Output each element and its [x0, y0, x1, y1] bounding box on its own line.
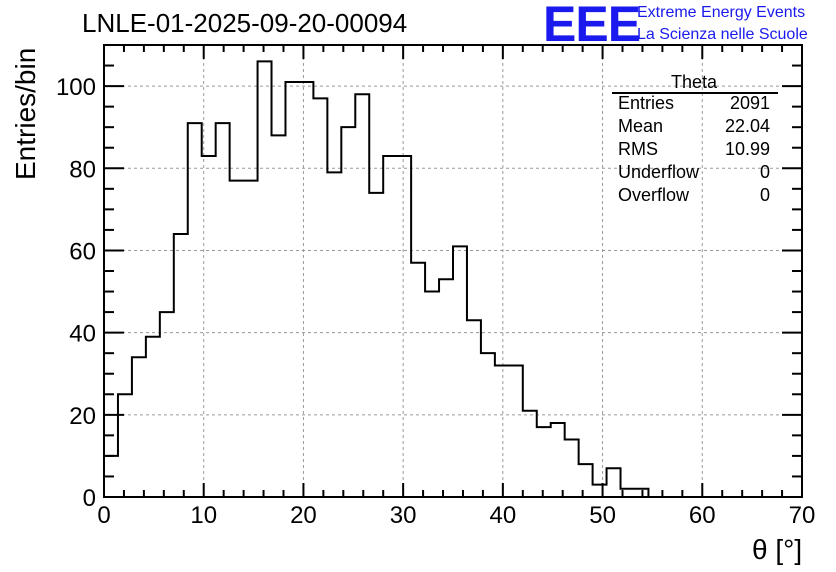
x-tick-label: 10 [190, 502, 217, 529]
y-tick-label: 60 [69, 238, 96, 265]
stat-value: 0 [759, 162, 770, 182]
y-axis-label: Entries/bin [10, 47, 41, 180]
x-tick-label: 60 [689, 502, 716, 529]
x-tick-label: 50 [589, 502, 616, 529]
x-tick-label: 30 [390, 502, 417, 529]
y-tick-label: 40 [69, 321, 96, 348]
tick-labels: 0 10 20 30 40 50 60 70 0 20 40 60 80 100 [56, 74, 815, 529]
chart-title: LNLE-01-2025-09-20-00094 [82, 8, 408, 38]
stat-label: Underflow [618, 162, 700, 182]
x-tick-label: 20 [290, 502, 317, 529]
stat-label: Mean [618, 116, 664, 136]
y-tick-label: 80 [69, 156, 96, 183]
eee-logo: EEE [543, 0, 641, 52]
y-tick-label: 100 [56, 74, 96, 101]
histogram-outline [103, 60, 663, 498]
x-tick-label: 40 [490, 502, 517, 529]
stats-box-title: Theta [670, 72, 718, 92]
stat-value: 0 [759, 185, 770, 205]
y-tick-label: 0 [83, 485, 96, 512]
x-tick-label: 70 [789, 502, 816, 529]
x-tick-label: 0 [97, 502, 110, 529]
stat-value: 10.99 [724, 139, 770, 159]
stat-label: Entries [618, 93, 675, 113]
stats-box-rule [612, 92, 778, 94]
stat-label: RMS [618, 139, 658, 159]
x-axis-label: θ [°] [752, 534, 803, 565]
stat-value: 2091 [729, 93, 770, 113]
stat-value: 22.04 [724, 116, 770, 136]
logo-text-line1: Extreme Energy Events [637, 4, 806, 21]
y-tick-label: 20 [69, 403, 96, 430]
stat-label: Overflow [618, 185, 690, 205]
plot-frame [103, 44, 803, 498]
logo-text-line2: La Scienza nelle Scuole [637, 26, 808, 43]
